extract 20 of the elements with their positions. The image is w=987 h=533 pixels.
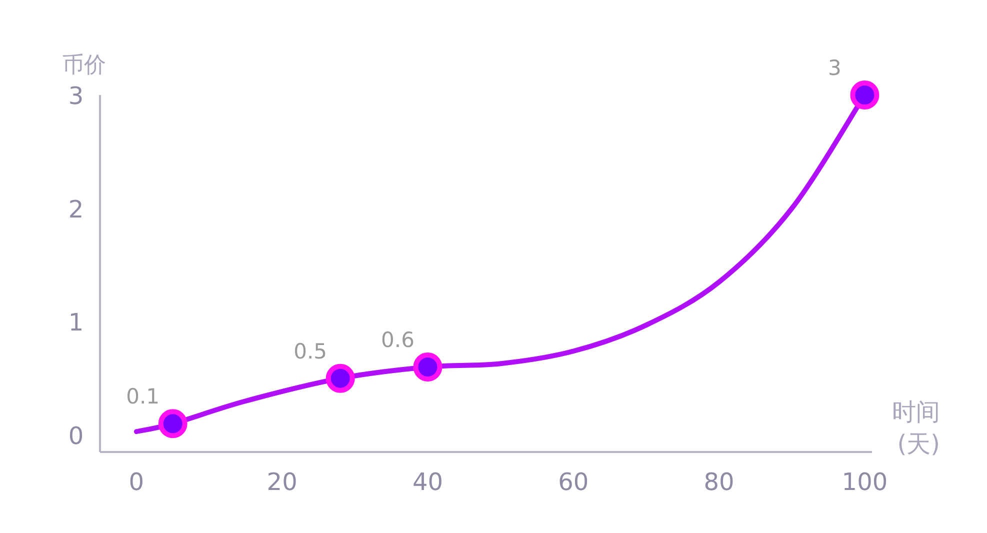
x-tick-label: 80 (704, 468, 734, 496)
y-tick-label: 1 (68, 308, 84, 337)
data-label: 0.1 (126, 384, 160, 409)
data-label: 0.5 (294, 339, 328, 364)
data-label: 3 (828, 56, 842, 80)
y-axis-title: 币价 (62, 53, 106, 78)
x-tick-label: 40 (412, 468, 444, 496)
x-tick-label: 100 (842, 468, 888, 496)
y-tick-label: 3 (68, 82, 84, 110)
point (326, 364, 355, 393)
point (850, 80, 880, 110)
point (413, 352, 442, 382)
point (158, 409, 188, 438)
data-label: 0.6 (381, 328, 414, 352)
x-axis-title: 时间(天) (892, 398, 940, 458)
y-tick-label: 2 (68, 195, 84, 224)
x-tick-label: 0 (128, 468, 144, 496)
y-tick-label: 0 (68, 422, 84, 450)
x-tick-label: 20 (266, 468, 298, 496)
x-tick-label: 60 (558, 468, 589, 496)
